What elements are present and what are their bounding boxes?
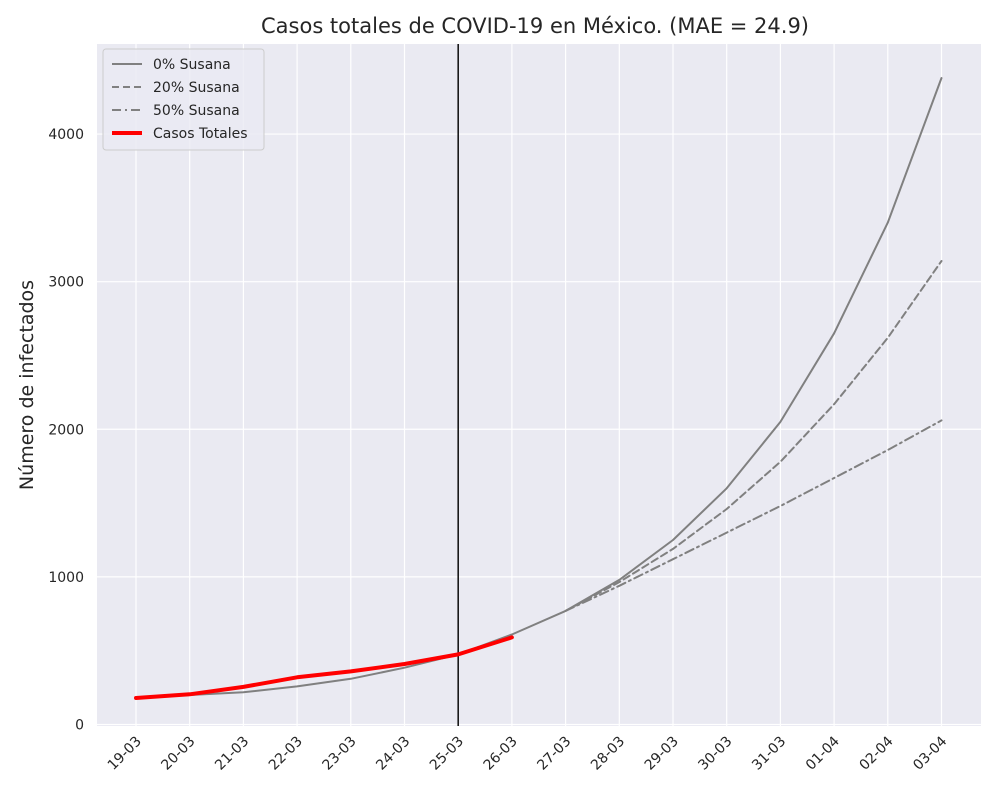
legend-box xyxy=(102,48,265,151)
x-tick-label: 26-03 xyxy=(481,734,521,774)
series-line xyxy=(135,77,943,699)
x-tick-label: 03-04 xyxy=(910,733,950,773)
series-layer xyxy=(134,77,943,700)
y-tick-label: 2000 xyxy=(48,422,84,438)
x-tick-label: 19-03 xyxy=(105,734,145,774)
x-tick-label: 02-04 xyxy=(857,733,897,773)
x-tick-label: 20-03 xyxy=(158,734,198,774)
legend-label: Casos Totales xyxy=(153,126,248,142)
x-tick-label: 21-03 xyxy=(212,734,252,774)
x-tick-label: 01-04 xyxy=(803,733,843,773)
y-tick-label: 3000 xyxy=(48,275,84,291)
grid xyxy=(97,44,981,726)
x-tick-label: 24-03 xyxy=(373,734,413,774)
y-tick-label: 1000 xyxy=(48,570,84,586)
legend-label: 50% Susana xyxy=(153,103,240,119)
series-line xyxy=(564,260,943,612)
x-tick-label: 31-03 xyxy=(749,734,789,774)
legend: 0% Susana 20% Susana 50% Susana Casos Total… xyxy=(102,48,265,151)
x-tick-label: 25-03 xyxy=(427,734,467,774)
legend-label: 20% Susana xyxy=(153,80,240,96)
legend-label: 0% Susana xyxy=(153,57,231,73)
series-line xyxy=(564,419,943,612)
chart-title: Casos totales de COVID-19 en México. (MA… xyxy=(261,14,809,38)
y-axis-label: Número de infectados xyxy=(16,280,38,490)
y-tick-label: 0 xyxy=(75,718,84,734)
x-tick-label: 29-03 xyxy=(642,734,682,774)
x-tick-label: 28-03 xyxy=(588,734,628,774)
x-tick-label: 27-03 xyxy=(534,734,574,774)
x-tick-label: 23-03 xyxy=(320,734,360,774)
y-tick-label: 4000 xyxy=(48,127,84,143)
x-tick-label: 30-03 xyxy=(695,734,735,774)
series-line xyxy=(134,635,514,700)
x-tick-label: 22-03 xyxy=(266,734,306,774)
